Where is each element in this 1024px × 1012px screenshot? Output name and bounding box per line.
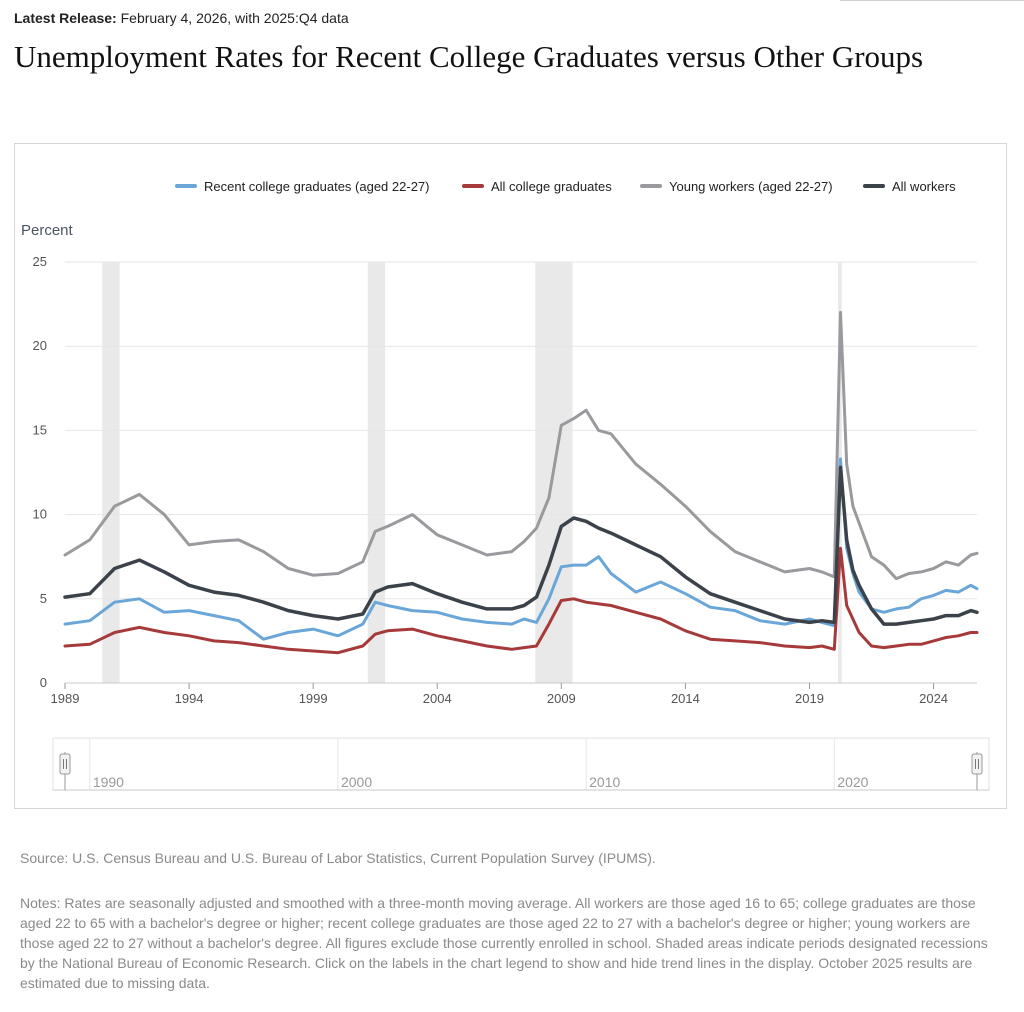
navigator-label: 2020 <box>837 774 868 790</box>
x-tick-label: 2009 <box>547 691 576 706</box>
x-tick-label: 1994 <box>175 691 204 706</box>
legend-item-3[interactable]: Young workers (aged 22-27) <box>669 179 833 194</box>
navigator-left-handle[interactable] <box>59 753 71 775</box>
top-divider <box>840 0 1024 1</box>
y-tick-label: 0 <box>40 675 47 690</box>
y-axis-label: Percent <box>21 222 74 239</box>
legend-item-4[interactable]: All workers <box>892 179 956 194</box>
navigator-label: 2010 <box>589 774 620 790</box>
latest-release: Latest Release: February 4, 2026, with 2… <box>14 10 349 26</box>
y-tick-label: 5 <box>40 591 47 606</box>
chart-container: 0 5 10 15 20 25 Percent 1989 1994 1999 2004 2009 201… <box>14 143 1007 809</box>
x-tick-label: 1989 <box>51 691 80 706</box>
navigator-label: 2000 <box>341 774 372 790</box>
y-tick-label: 10 <box>33 507 47 522</box>
x-tick-label: 2019 <box>795 691 824 706</box>
latest-release-label: Latest Release: <box>14 10 117 26</box>
legend-item-1[interactable]: Recent college graduates (aged 22-27) <box>204 179 429 194</box>
x-tick-label: 1999 <box>299 691 328 706</box>
y-tick-label: 15 <box>33 422 47 437</box>
x-tick-label: 2014 <box>671 691 700 706</box>
notes-text: Notes: Rates are seasonally adjusted and… <box>20 895 988 991</box>
series-line-3 <box>63 311 979 581</box>
x-tick-label: 2004 <box>423 691 452 706</box>
x-tick-label: 2024 <box>919 691 948 706</box>
latest-release-date: February 4, 2026, with 2025:Q4 data <box>120 10 349 26</box>
series-line-4 <box>63 465 979 626</box>
legend-item-2[interactable]: All college graduates <box>491 179 612 194</box>
line-chart: 0 5 10 15 20 25 Percent 1989 1994 1999 2004 2009 201… <box>21 179 990 791</box>
navigator-right-handle[interactable] <box>971 753 983 775</box>
navigator-label: 1990 <box>93 774 124 790</box>
series-line-2 <box>63 546 979 655</box>
source-note: Source: U.S. Census Bureau and U.S. Bure… <box>20 850 656 866</box>
series-line-1 <box>63 457 979 641</box>
y-tick-label: 25 <box>33 254 47 269</box>
recession-band <box>367 262 386 683</box>
y-tick-label: 20 <box>33 338 47 353</box>
recession-band <box>102 262 120 683</box>
page-title: Unemployment Rates for Recent College Gr… <box>14 39 924 74</box>
